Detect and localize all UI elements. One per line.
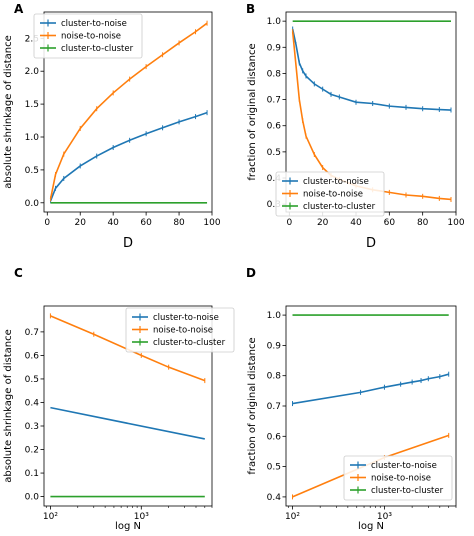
panel-d-xlabel: log N: [358, 521, 384, 532]
panel-b-ytick-label: 0.8: [267, 69, 282, 79]
panel-a: A 0 20 40 60 80 100 0.0 0.5 1.0 1.5 2.0 2.5 Dabsolute…: [3, 2, 221, 251]
panel-d-xtick-label: 10³: [377, 512, 392, 522]
panel-d-legend: cluster-to-noise noise-to-noise cluster-to…: [343, 455, 453, 501]
panel-a-ytick-label: 0.5: [25, 166, 39, 176]
panel-d-letter: D: [246, 266, 256, 280]
panel-a-legend-label: cluster-to-noise: [61, 19, 127, 29]
panel-a-letter: A: [14, 2, 24, 16]
panel-b-legend: cluster-to-noise noise-to-noise cluster-to…: [275, 171, 385, 217]
panel-c-legend-label: cluster-to-cluster: [153, 338, 226, 348]
panel-c-legend-label: cluster-to-noise: [153, 313, 219, 323]
panel-b-legend-box: [275, 171, 385, 217]
panel-d-ytick-label: 0.9: [267, 341, 282, 351]
panel-b-xtick-label: 40: [350, 218, 362, 228]
panel-c-xtick-label: 10²: [43, 512, 58, 522]
panel-a-axes-frame: [43, 11, 213, 213]
panel-d-legend-label: cluster-to-noise: [371, 461, 437, 471]
panel-d-ylabel: fraction of original distance: [247, 337, 258, 474]
panel-a-xlabel: D: [123, 236, 133, 251]
panel-c-ytick-label: 0.5: [25, 375, 39, 385]
panel-a-legend: cluster-to-noise noise-to-noise cluster-to…: [33, 13, 143, 59]
panel-b-xtick-label: 100: [447, 218, 464, 228]
panel-a-xtick-label: 100: [203, 218, 220, 228]
panel-c-ytick-label: 0.3: [25, 422, 39, 432]
panel-d-ytick-label: 0.6: [267, 432, 282, 442]
panel-b-letter: B: [246, 2, 255, 16]
panel-b-legend-label: noise-to-noise: [303, 190, 363, 200]
panel-d-ytick-label: 1.0: [267, 311, 282, 321]
panel-c: C 10² 10³ 0.0 0.1 0.2 0.3 0.4 0.5 0.6 0.7 log N abso…: [3, 266, 235, 532]
panel-d-xtick-label: 10²: [285, 512, 300, 522]
panel-a-ylabel: absolute shrinkage of distance: [3, 35, 14, 189]
panel-b-legend-label: cluster-to-cluster: [303, 202, 376, 212]
panel-b-xtick-label: 60: [384, 218, 396, 228]
panel-d-ytick-label: 0.4: [267, 493, 282, 503]
panel-d-legend-label: noise-to-noise: [371, 474, 431, 484]
panel-c-ytick-label: 0.2: [25, 446, 39, 456]
panel-c-legend: cluster-to-noise noise-to-noise cluster-to…: [125, 307, 235, 353]
panel-b-legend-label: cluster-to-noise: [303, 177, 369, 187]
panel-a-ytick-label: 1.0: [25, 133, 40, 143]
panel-b-ytick-label: 0.6: [267, 122, 282, 132]
panel-b-xtick-label: 80: [417, 218, 429, 228]
panel-a-xtick-label: 40: [107, 218, 119, 228]
panel-b-ytick-label: 0.3: [267, 200, 281, 210]
panel-c-ytick-label: 0.1: [25, 469, 39, 479]
panel-b-ytick-label: 1.0: [267, 17, 282, 27]
panel-a-ytick-label: 1.5: [25, 100, 39, 110]
panel-a-xtick-label: 0: [44, 218, 50, 228]
panel-c-series-cluster-to-noise: [50, 406, 205, 440]
panel-a-ytick-label: 2.0: [25, 67, 40, 77]
panel-d-series-cluster-to-noise: [292, 373, 449, 405]
panel-d-ytick-label: 0.8: [267, 372, 282, 382]
panel-b-ytick-label: 0.5: [267, 148, 281, 158]
panel-c-xtick-label: 10³: [134, 512, 149, 522]
panel-a-legend-label: cluster-to-cluster: [61, 44, 134, 54]
panel-b-xlabel: D: [366, 236, 376, 251]
panel-c-ytick-label: 0.0: [25, 493, 40, 503]
panel-a-series-noise-to-noise: [49, 22, 208, 199]
panel-b-xtick-label: 20: [317, 218, 329, 228]
panel-b-ytick-label: 0.7: [267, 96, 281, 106]
panel-c-legend-label: noise-to-noise: [153, 326, 213, 336]
panel-d-ytick-label: 0.7: [267, 402, 281, 412]
panel-c-legend-box: [125, 307, 235, 353]
panel-a-legend-label: noise-to-noise: [61, 32, 121, 42]
panel-b-ytick-label: 0.9: [267, 43, 282, 53]
panel-d: D 10² 10³ 0.4 0.5 0.6 0.7 0.8 0.9 1.0 log N fractio…: [246, 266, 457, 532]
panel-d-ytick-label: 0.5: [267, 463, 281, 473]
panel-d-legend-label: cluster-to-cluster: [371, 486, 444, 496]
panel-c-ytick-label: 0.6: [25, 351, 40, 361]
panel-c-ytick-label: 0.4: [25, 398, 40, 408]
panel-c-ytick-label: 0.7: [25, 328, 39, 338]
panel-a-legend-box: [33, 13, 143, 59]
panel-a-xtick-label: 20: [75, 218, 87, 228]
panel-b-ytick-label: 0.4: [267, 174, 282, 184]
panel-a-series-cluster-to-noise: [49, 111, 208, 202]
panel-b-ylabel: fraction of original distance: [247, 43, 258, 180]
panel-c-letter: C: [14, 266, 23, 280]
panel-a-ytick-label: 2.5: [25, 34, 39, 44]
panel-b-xtick-label: 0: [286, 218, 292, 228]
panel-c-axes-frame: [43, 305, 213, 507]
panel-a-ytick-label: 0.0: [25, 199, 40, 209]
panel-a-xtick-label: 80: [173, 218, 185, 228]
panel-a-xtick-label: 60: [140, 218, 152, 228]
panel-c-ylabel: absolute shrinkage of distance: [3, 329, 14, 483]
panel-b: B 0 20 40 60 80 100 0.3 0.4 0.5 0.6 0.7 0.8 0.9 1.0 Dfr…: [246, 2, 465, 251]
panel-c-xlabel: log N: [115, 521, 141, 532]
panel-d-legend-box: [343, 455, 453, 501]
panel-b-series-cluster-to-noise: [291, 28, 452, 111]
